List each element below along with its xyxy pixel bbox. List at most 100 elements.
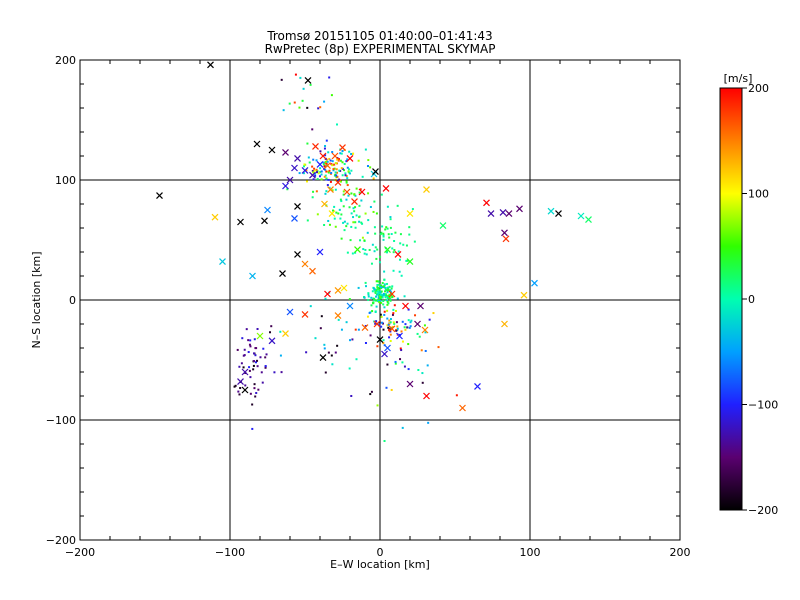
data-point-dot bbox=[411, 208, 414, 211]
data-point-dot bbox=[386, 286, 389, 289]
data-point-dot bbox=[353, 210, 356, 213]
data-point-dot bbox=[328, 223, 331, 226]
data-point-dot bbox=[254, 361, 257, 364]
data-point-dot bbox=[373, 297, 376, 300]
data-point-dot bbox=[387, 294, 390, 297]
data-point-dot bbox=[311, 169, 314, 172]
data-point-dot bbox=[398, 270, 401, 273]
data-point-dot bbox=[394, 231, 397, 234]
data-point-dot bbox=[314, 337, 317, 340]
data-point-dot bbox=[251, 403, 254, 406]
data-point-dot bbox=[386, 296, 389, 299]
data-point-dot bbox=[259, 356, 262, 359]
y-tick-label: 100 bbox=[55, 174, 76, 187]
data-point-dot bbox=[358, 215, 361, 218]
data-point-dot bbox=[382, 303, 385, 306]
data-point-dot bbox=[324, 371, 327, 374]
data-point-cross bbox=[282, 182, 289, 190]
data-point-dot bbox=[374, 310, 377, 313]
data-point-cross bbox=[402, 302, 409, 310]
data-point-dot bbox=[389, 226, 392, 229]
y-ticks: −200 −100 0 100 200 bbox=[46, 54, 680, 547]
data-point-dot bbox=[244, 384, 247, 387]
data-point-dot bbox=[389, 330, 392, 333]
data-point-dot bbox=[428, 318, 431, 321]
data-point-dot bbox=[279, 354, 282, 357]
data-point-cross bbox=[376, 336, 384, 344]
data-point-cross bbox=[459, 404, 466, 412]
data-point-dot bbox=[322, 161, 325, 164]
data-point-dot bbox=[380, 284, 383, 287]
x-tick-label: 100 bbox=[520, 546, 541, 559]
data-point-dot bbox=[346, 177, 349, 180]
data-point-dot bbox=[393, 322, 396, 325]
data-point-dot bbox=[382, 293, 385, 296]
data-point-dot bbox=[288, 102, 291, 105]
data-point-dot bbox=[324, 297, 327, 300]
data-point-dot bbox=[242, 366, 245, 369]
data-point-dot bbox=[391, 247, 394, 250]
data-point-dot bbox=[320, 315, 323, 318]
data-point-dot bbox=[388, 297, 391, 300]
data-point-dot bbox=[315, 190, 318, 193]
data-point-dot bbox=[324, 192, 327, 195]
data-point-dot bbox=[247, 351, 250, 354]
data-point-dot bbox=[367, 292, 370, 295]
data-point-dot bbox=[305, 351, 308, 354]
data-point-dot bbox=[353, 193, 356, 196]
data-point-dot bbox=[317, 172, 320, 175]
data-point-dot bbox=[341, 174, 344, 177]
data-point-dot bbox=[248, 366, 251, 369]
data-point-dot bbox=[348, 298, 351, 301]
data-point-dot bbox=[346, 222, 349, 225]
data-point-dot bbox=[421, 372, 424, 375]
data-point-dot bbox=[355, 214, 358, 217]
data-point-dot bbox=[337, 318, 340, 321]
data-point-dot bbox=[324, 160, 327, 163]
data-point-dot bbox=[286, 188, 289, 191]
data-point-dot bbox=[253, 383, 256, 386]
x-tick-label: 200 bbox=[670, 546, 691, 559]
data-point-dot bbox=[339, 152, 342, 155]
data-point-dot bbox=[388, 236, 391, 239]
data-point-dot bbox=[380, 301, 383, 304]
colorbar-tick-label: 0 bbox=[748, 293, 755, 306]
data-point-dot bbox=[331, 189, 334, 192]
chart-title: Tromsø 20151105 01:40:00–01:41:43 bbox=[266, 29, 492, 43]
data-point-cross bbox=[555, 210, 562, 218]
data-point-dot bbox=[236, 348, 239, 351]
data-point-dot bbox=[391, 295, 394, 298]
data-point-dot bbox=[389, 289, 392, 292]
data-point-dot bbox=[279, 330, 282, 333]
data-point-dot bbox=[254, 395, 257, 398]
data-point-dot bbox=[382, 339, 385, 342]
data-point-dot bbox=[316, 170, 319, 173]
data-point-dot bbox=[424, 331, 427, 334]
data-point-cross bbox=[264, 206, 271, 214]
data-point-dot bbox=[363, 296, 366, 299]
data-point-cross bbox=[301, 260, 309, 268]
data-point-dot bbox=[352, 221, 355, 224]
data-point-dot bbox=[351, 252, 354, 255]
data-point-dot bbox=[379, 313, 382, 316]
data-point-dot bbox=[238, 365, 241, 368]
data-point-dot bbox=[380, 296, 383, 299]
data-point-dot bbox=[330, 94, 333, 97]
data-point-dot bbox=[378, 321, 381, 324]
data-point-dot bbox=[388, 336, 391, 339]
data-point-dot bbox=[256, 327, 259, 330]
data-point-dot bbox=[325, 170, 328, 173]
data-point-dot bbox=[400, 349, 403, 352]
data-point-cross bbox=[388, 325, 396, 333]
data-point-dot bbox=[342, 205, 345, 208]
data-point-dot bbox=[345, 160, 348, 163]
data-point-dot bbox=[375, 299, 378, 302]
data-point-dot bbox=[417, 368, 420, 371]
data-point-dot bbox=[377, 300, 380, 303]
data-point-dot bbox=[348, 172, 351, 175]
data-point-dot bbox=[373, 226, 376, 229]
data-point-dot bbox=[407, 368, 410, 371]
data-point-dot bbox=[249, 345, 252, 348]
data-point-dot bbox=[323, 175, 326, 178]
data-point-dot bbox=[382, 342, 385, 345]
